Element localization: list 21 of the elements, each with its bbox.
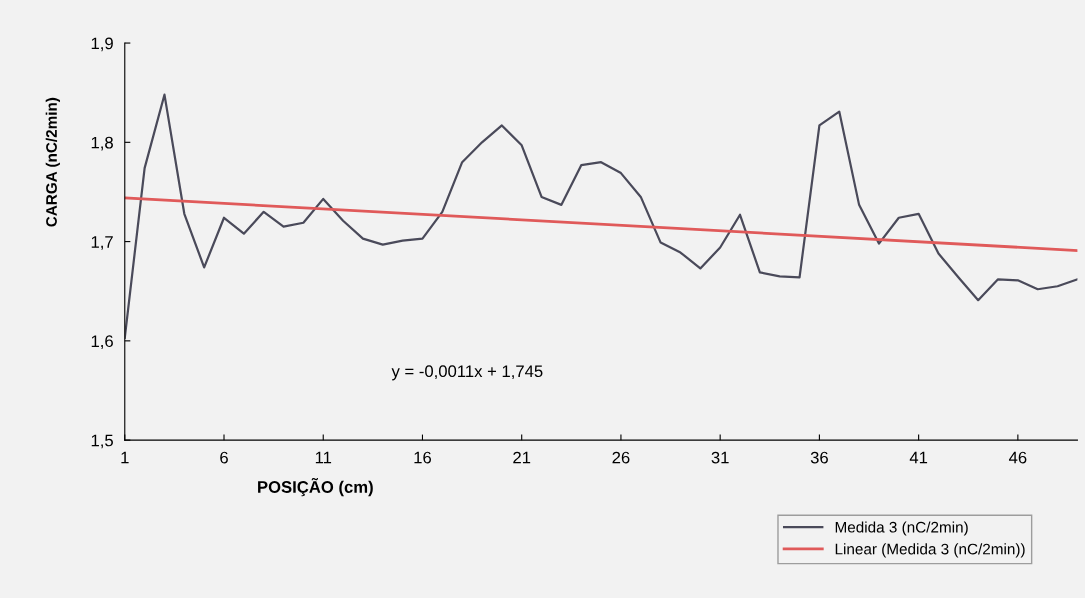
y-tick-label: 1,7 [91, 236, 113, 250]
y-axis-title: CARGA (nC/2min) [45, 97, 60, 227]
x-tick-label: 31 [711, 451, 729, 464]
legend-label: Medida 3 (nC/2min) [835, 521, 968, 536]
x-tick-label: 36 [810, 451, 828, 464]
x-tick-label: 1 [121, 451, 129, 464]
y-tick-label: 1,8 [91, 136, 113, 151]
y-tick-label: 1,6 [91, 335, 113, 350]
x-tick-label: 11 [315, 451, 332, 464]
x-axis-title: POSIÇÃO (cm) [258, 477, 373, 497]
x-tick-label: 26 [612, 451, 630, 464]
y-tick-label: 1,5 [91, 434, 113, 449]
x-tick-label: 6 [220, 451, 228, 464]
x-tick-label: 21 [513, 451, 531, 464]
y-tick-label: 1,9 [91, 37, 113, 52]
annotation: y = -0,0011x + 1,745 [391, 365, 543, 381]
line-series [124, 93, 1078, 339]
x-tick-label: 41 [909, 451, 928, 464]
legend-label: Linear (Medida 3 (nC/2min)) [835, 543, 1025, 558]
x-tick-label: 16 [414, 451, 432, 464]
x-tick-label: 46 [1008, 451, 1027, 464]
